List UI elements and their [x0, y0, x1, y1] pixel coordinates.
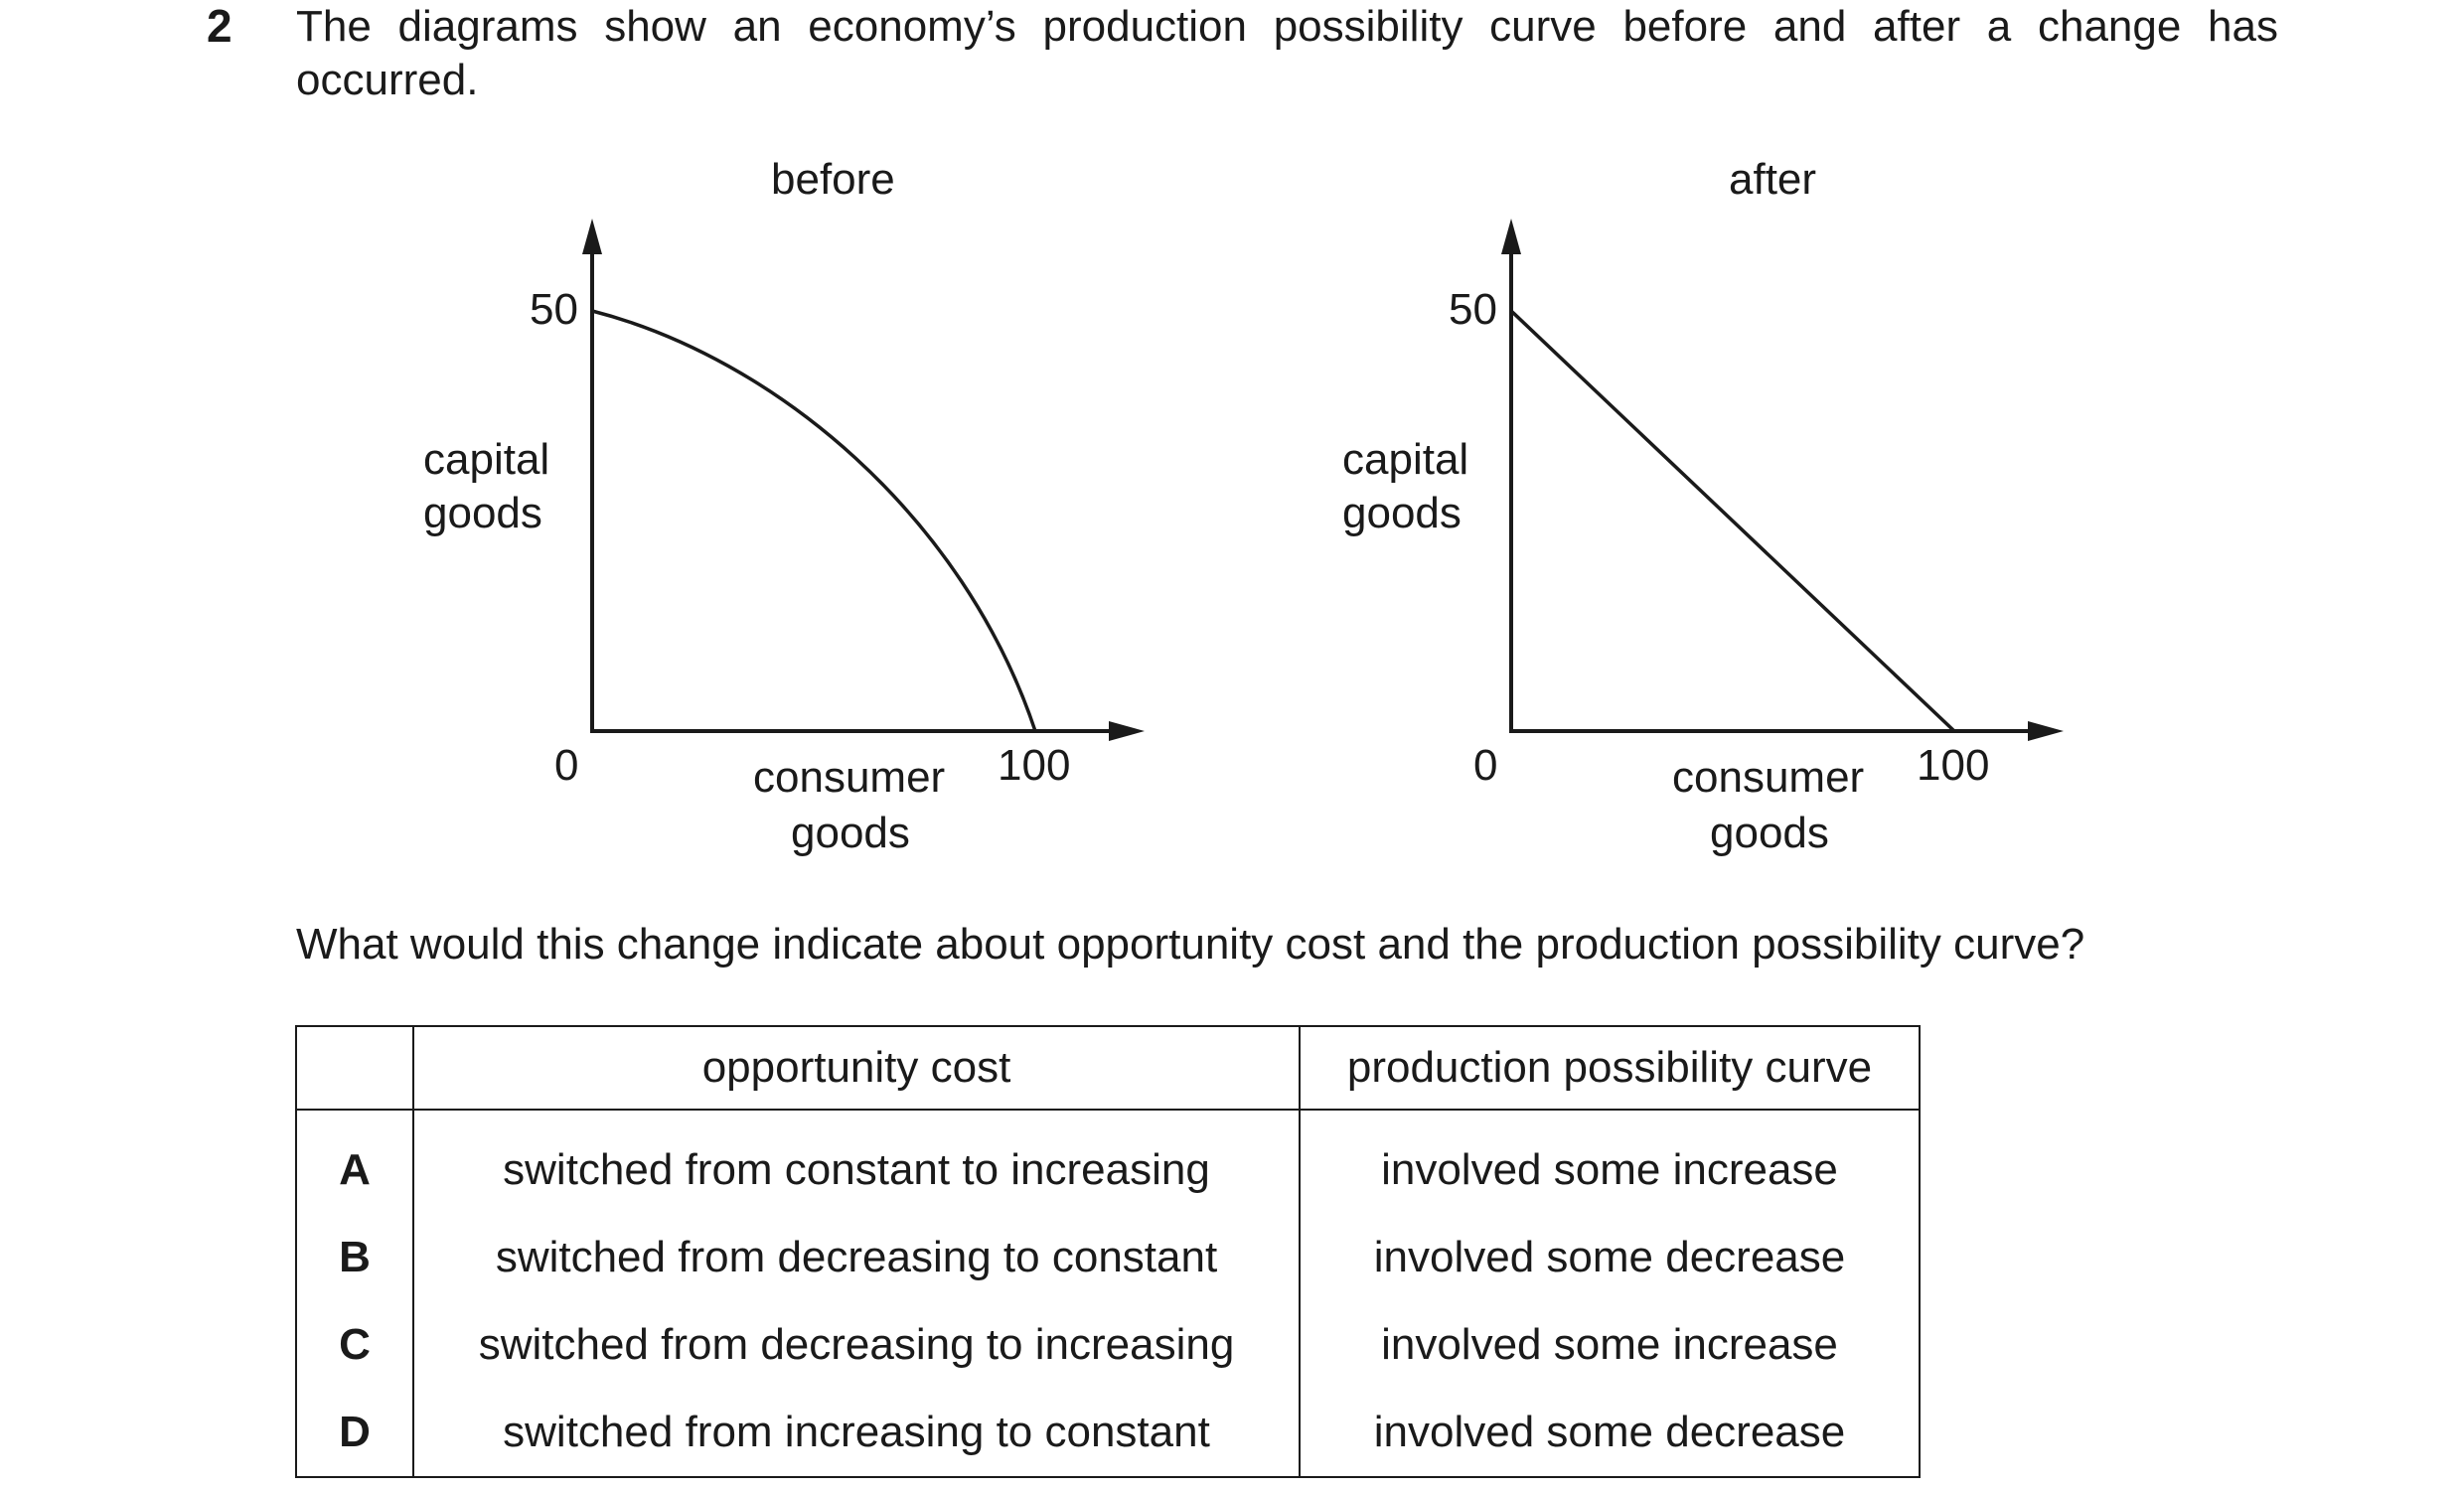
- table-row[interactable]: D switched from increasing to constant i…: [295, 1389, 1921, 1478]
- option-letter[interactable]: A: [295, 1110, 414, 1214]
- option-ppc: involved some increase: [1299, 1301, 1921, 1389]
- diagram-after: after 50 capital goods 0 100 consumer go…: [1316, 139, 2191, 894]
- table-row[interactable]: A switched from constant to increasing i…: [295, 1110, 1921, 1214]
- diagram-before: before 50 capital goods 0 100 consumer g…: [397, 139, 1272, 894]
- origin-label: 0: [554, 741, 579, 790]
- option-opportunity-cost: switched from constant to increasing: [412, 1110, 1301, 1214]
- question-number: 2: [207, 0, 232, 52]
- y-axis-arrow: [1501, 219, 1521, 254]
- x-axis-label-line2: goods: [1710, 809, 1829, 857]
- header-ppc: production possibility curve: [1299, 1025, 1921, 1111]
- header-opportunity-cost: opportunity cost: [412, 1025, 1301, 1111]
- y-max-label: 50: [1449, 285, 1497, 334]
- y-axis-label-line1: capital: [1342, 435, 1469, 484]
- question-prompt: What would this change indicate about op…: [296, 920, 2085, 969]
- x-axis-arrow: [2028, 721, 2064, 741]
- table-row[interactable]: C switched from decreasing to increasing…: [295, 1301, 1921, 1389]
- option-letter[interactable]: D: [295, 1389, 414, 1478]
- x-axis-label-line1: consumer: [753, 753, 946, 802]
- diagram-title: after: [1729, 155, 1817, 204]
- question-text: The diagrams show an economy’s productio…: [296, 2, 2278, 104]
- diagram-after-plot: [1501, 219, 2064, 741]
- table-header-row: opportunity cost production possibility …: [295, 1025, 1921, 1111]
- y-axis-label-line1: capital: [423, 435, 550, 484]
- option-opportunity-cost: switched from increasing to constant: [412, 1389, 1301, 1478]
- option-ppc: involved some decrease: [1299, 1389, 1921, 1478]
- option-opportunity-cost: switched from decreasing to constant: [412, 1214, 1301, 1301]
- option-letter[interactable]: B: [295, 1214, 414, 1301]
- y-axis-label-line2: goods: [423, 489, 542, 537]
- x-axis-label-line1: consumer: [1672, 753, 1865, 802]
- diagram-before-plot: [582, 219, 1145, 741]
- answer-options-table: opportunity cost production possibility …: [295, 1025, 1921, 1478]
- header-blank-cell: [295, 1025, 414, 1111]
- x-axis-arrow: [1109, 721, 1145, 741]
- x-axis-label-line2: goods: [791, 809, 910, 857]
- y-axis-label-line2: goods: [1342, 489, 1462, 537]
- option-ppc: involved some increase: [1299, 1110, 1921, 1214]
- ppc-line-straight: [1509, 309, 1956, 733]
- option-ppc: involved some decrease: [1299, 1214, 1921, 1301]
- x-max-label: 100: [998, 741, 1071, 790]
- option-letter[interactable]: C: [295, 1301, 414, 1389]
- option-opportunity-cost: switched from decreasing to increasing: [412, 1301, 1301, 1389]
- y-axis-arrow: [582, 219, 602, 254]
- diagram-title: before: [771, 155, 895, 204]
- ppc-curve-concave: [591, 309, 1037, 732]
- x-max-label: 100: [1917, 741, 1990, 790]
- y-max-label: 50: [530, 285, 578, 334]
- table-row[interactable]: B switched from decreasing to constant i…: [295, 1214, 1921, 1301]
- origin-label: 0: [1473, 741, 1498, 790]
